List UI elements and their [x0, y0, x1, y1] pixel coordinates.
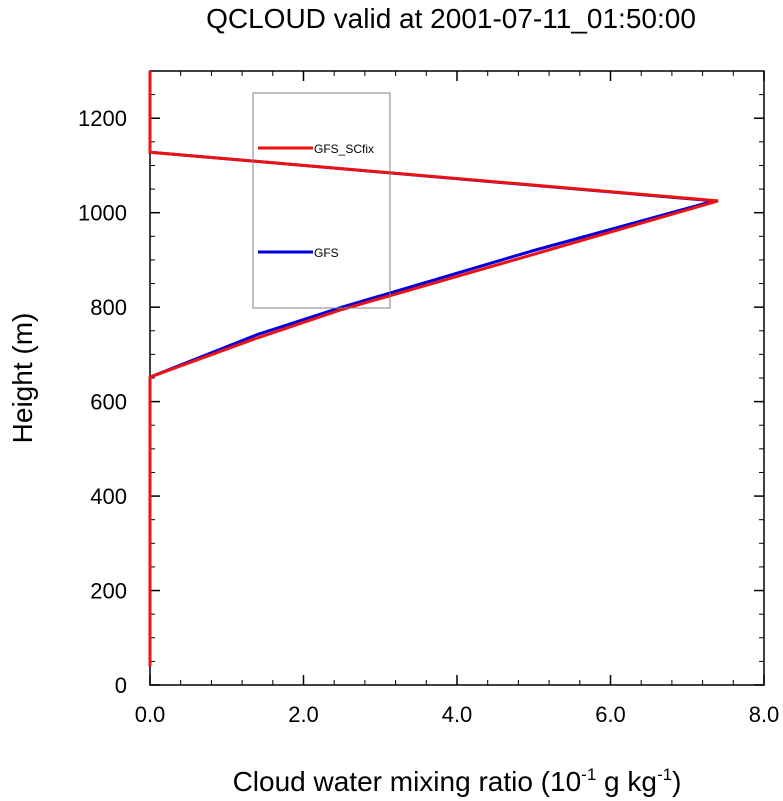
legend-label-gfs-scfix: GFS_SCfix	[314, 142, 374, 156]
x-tick-label-1: 2.0	[288, 702, 319, 727]
x-tick-label-0: 0.0	[135, 702, 166, 727]
chart-title: QCLOUD valid at 2001-07-11_01:50:00	[206, 3, 696, 34]
legend: GFS_SCfix GFS	[252, 92, 391, 309]
x-tick-label-2: 4.0	[442, 702, 473, 727]
y-axis-label: Height (m)	[7, 313, 38, 444]
legend-label-gfs: GFS	[314, 246, 339, 260]
y-tick-label-5: 1000	[78, 201, 127, 226]
y-tick-label-3: 600	[90, 390, 127, 415]
y-tick-label-1: 200	[90, 579, 127, 604]
series-line-gfs-scfix	[148, 71, 719, 667]
plot-area	[149, 70, 765, 686]
axis-ticks: 0.0 2.0 4.0 6.0 8.0 0 200 400 600 800 1000 1200	[78, 70, 780, 727]
y-tick-label-6: 1200	[78, 106, 127, 131]
x-axis-label: Cloud water mixing ratio (10-1 g kg-1)	[233, 765, 682, 797]
y-tick-label-4: 800	[90, 295, 127, 320]
plot-frame	[149, 70, 765, 686]
y-tick-label-0: 0	[115, 673, 127, 698]
x-tick-label-3: 6.0	[595, 702, 626, 727]
x-tick-label-4: 8.0	[749, 702, 780, 727]
legend-box	[252, 92, 391, 309]
series-group	[148, 71, 719, 667]
y-tick-label-2: 400	[90, 484, 127, 509]
